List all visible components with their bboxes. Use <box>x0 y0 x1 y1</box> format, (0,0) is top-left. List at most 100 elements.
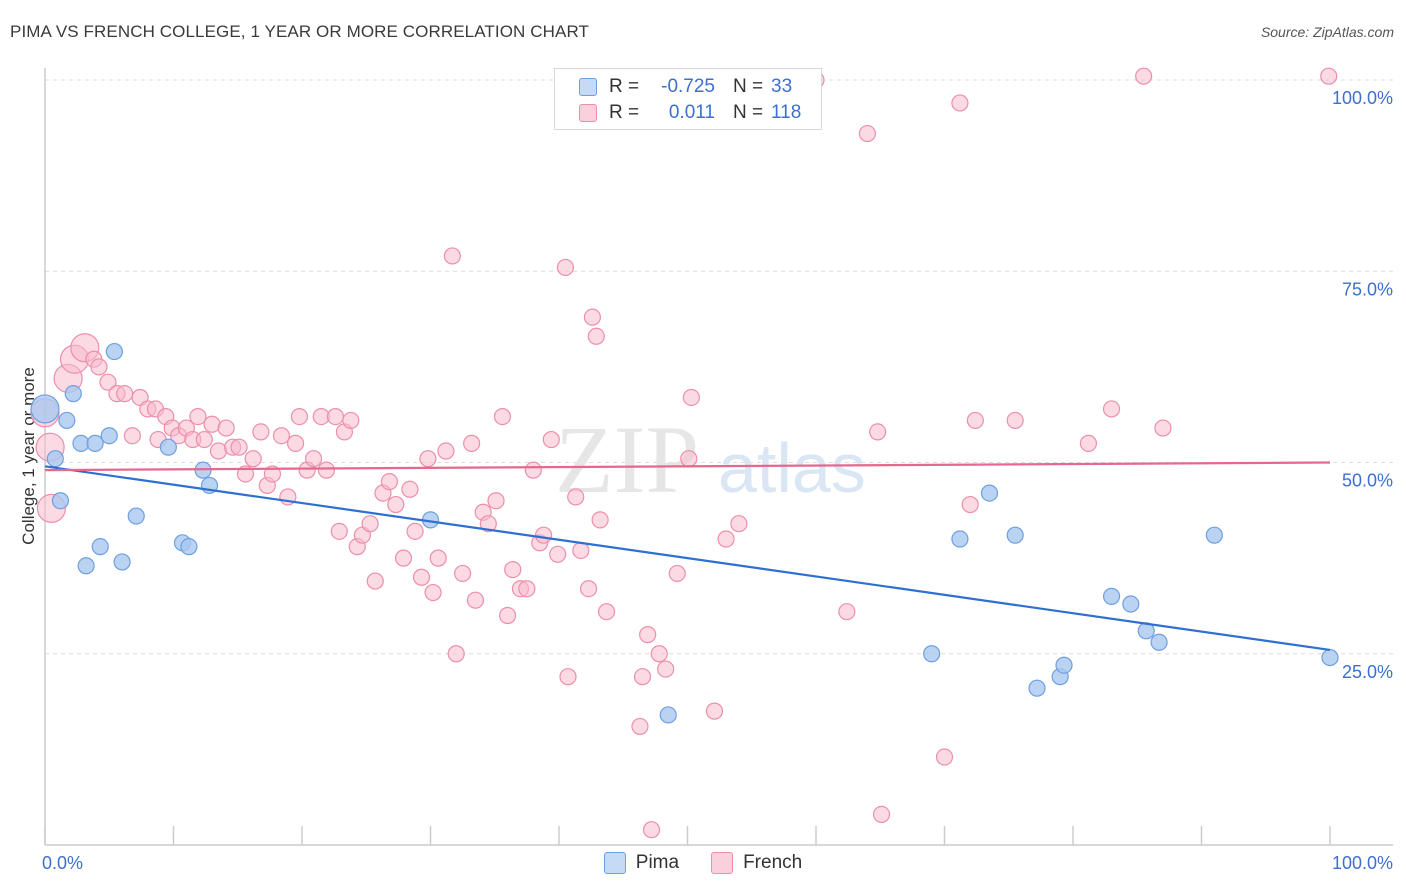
french-point <box>203 415 221 433</box>
french-point <box>252 423 270 441</box>
french-point <box>116 385 134 403</box>
source-label: Source: ZipAtlas.com <box>1260 24 1394 40</box>
pima-point <box>923 645 941 663</box>
french-point <box>639 626 657 644</box>
series-legend: Pima French <box>0 852 1406 874</box>
french-point <box>366 572 384 590</box>
pima-point <box>1102 587 1121 605</box>
pima-point <box>951 530 969 548</box>
y-tick-label: 75.0% <box>1342 279 1393 299</box>
french-trend-line <box>44 461 1331 472</box>
french-legend-swatch <box>711 852 734 874</box>
french-point <box>123 427 141 445</box>
pima-point <box>1205 526 1223 544</box>
french-point <box>597 603 616 621</box>
french-point <box>479 515 497 533</box>
french-r-label: R = <box>609 102 640 123</box>
french-point <box>872 805 891 824</box>
french-point <box>668 564 686 583</box>
french-point <box>230 438 248 456</box>
watermark: ZIP atlas <box>555 406 866 513</box>
pima-point <box>91 538 109 556</box>
french-point <box>657 660 675 678</box>
pima-point <box>86 434 104 452</box>
french-point <box>361 515 379 533</box>
french-point <box>631 717 649 736</box>
pima-point <box>1321 648 1339 667</box>
x-tick-label: 0.0% <box>42 853 83 873</box>
french-point <box>290 408 309 426</box>
french-point <box>195 430 213 449</box>
french-point <box>1006 411 1024 430</box>
pima-point <box>113 553 131 571</box>
french-point <box>587 327 605 345</box>
french-point <box>579 580 598 598</box>
legend-row-french: R = 0.011 N = 118 <box>579 100 801 126</box>
french-point <box>326 408 345 426</box>
french-point <box>838 603 856 621</box>
pima-point <box>51 492 70 510</box>
pima-point <box>1028 679 1046 697</box>
french-point <box>443 247 461 265</box>
pima-r-label: R = <box>609 76 640 97</box>
legend-item-pima: Pima <box>603 852 679 874</box>
french-point <box>572 541 590 560</box>
french-point <box>518 580 536 598</box>
french-point <box>209 442 228 460</box>
french-point <box>556 258 575 277</box>
french-point <box>858 124 877 143</box>
french-point <box>650 645 668 663</box>
legend-row-pima: R = -0.725 N = 33 <box>579 74 792 100</box>
french-point <box>412 568 431 586</box>
x-tick-label: 100.0% <box>1332 853 1393 873</box>
french-point <box>591 511 609 529</box>
french-point <box>583 308 602 326</box>
french-point <box>437 442 455 460</box>
pima-point <box>58 411 76 430</box>
tick-labels: 100.0% 75.0% 50.0% 25.0% 0.0% 100.0% <box>42 88 1393 873</box>
french-legend-label: French <box>743 852 803 873</box>
french-point <box>466 591 485 609</box>
gridlines <box>45 79 1393 655</box>
french-point <box>189 408 207 426</box>
pima-point <box>100 427 118 445</box>
french-point <box>304 450 323 468</box>
french-point <box>680 450 698 468</box>
french-point <box>642 821 661 839</box>
french-point <box>286 434 305 452</box>
french-point <box>534 526 553 544</box>
french-point <box>1135 67 1153 85</box>
french-point <box>263 465 282 483</box>
french-point <box>504 560 522 579</box>
legend-item-french: French <box>711 852 802 874</box>
french-point <box>487 492 505 510</box>
french-n-value: 118 <box>771 102 802 123</box>
french-point <box>935 748 954 766</box>
french-point <box>429 549 447 567</box>
pima-point <box>1006 526 1024 544</box>
stats-legend: R = -0.725 N = 33 R = 0.011 N = 118 <box>554 68 822 130</box>
pima-point <box>30 394 60 424</box>
french-point <box>387 495 405 514</box>
french-point <box>406 522 424 540</box>
french-point <box>447 645 465 663</box>
french-point <box>317 461 336 479</box>
y-tick-label: 50.0% <box>1342 471 1393 491</box>
french-point <box>419 450 437 468</box>
french-point <box>394 549 413 567</box>
pima-point <box>46 450 64 468</box>
pima-point <box>180 538 198 556</box>
french-point <box>1102 400 1121 418</box>
french-point <box>493 408 512 426</box>
pima-point <box>659 706 677 724</box>
pima-point <box>127 507 145 525</box>
y-tick-label: 100.0% <box>1332 88 1393 108</box>
french-r-value: 0.011 <box>668 102 715 123</box>
french-point <box>217 419 235 437</box>
y-tick-label: 25.0% <box>1342 662 1393 682</box>
french-point <box>90 358 108 376</box>
pima-point <box>105 342 123 361</box>
pima-point <box>64 385 82 403</box>
french-point <box>424 583 442 602</box>
